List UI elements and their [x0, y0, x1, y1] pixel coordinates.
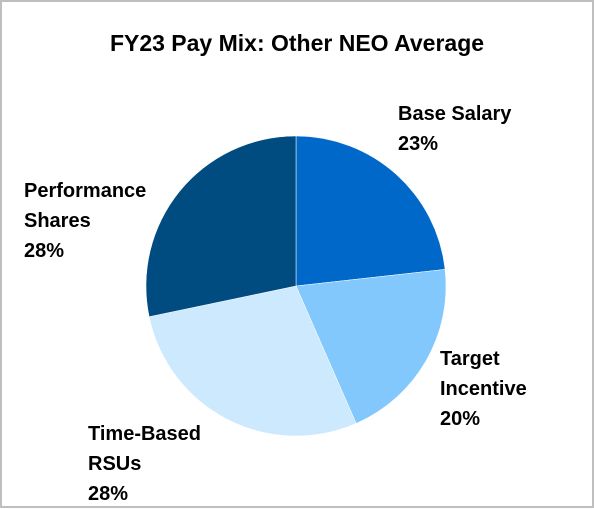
slice-target-incentive: [295, 269, 447, 424]
label-time-based-rsus-name-1: Time-Based: [88, 423, 202, 445]
slice-base-salary: [295, 135, 446, 287]
label-target-incentive-name-1: Target: [440, 348, 500, 370]
slice-time-based-rsus: [148, 285, 357, 437]
label-base-salary-value: 23%: [398, 133, 439, 155]
label-time-based-rsus-value: 28%: [88, 483, 129, 505]
label-base-salary-name: Base Salary: [398, 103, 512, 125]
label-performance-shares-name-1: Performance: [24, 180, 147, 202]
label-performance-shares: Performance Shares 28%: [24, 176, 146, 266]
label-target-incentive-name-2: Incentive: [440, 378, 527, 400]
label-time-based-rsus: Time-Based RSUs 28%: [88, 419, 201, 509]
slice-performance-shares: [145, 135, 297, 318]
label-target-incentive-value: 20%: [440, 408, 481, 430]
label-target-incentive: Target Incentive 20%: [440, 344, 527, 434]
label-performance-shares-value: 28%: [24, 240, 65, 262]
label-performance-shares-name-2: Shares: [24, 210, 91, 232]
label-base-salary: Base Salary 23%: [398, 99, 511, 159]
label-time-based-rsus-name-2: RSUs: [88, 453, 142, 475]
chart-title: FY23 Pay Mix: Other NEO Average: [109, 30, 485, 56]
